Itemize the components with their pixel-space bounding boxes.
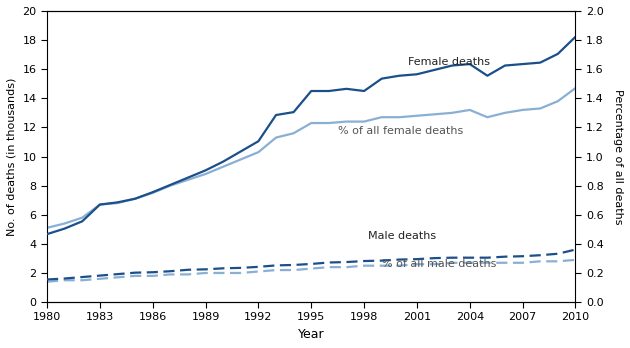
- Y-axis label: No. of deaths (in thousands): No. of deaths (in thousands): [7, 77, 17, 236]
- Text: % of all male deaths: % of all male deaths: [382, 259, 496, 269]
- X-axis label: Year: Year: [298, 328, 324, 341]
- Text: Female deaths: Female deaths: [408, 57, 490, 67]
- Y-axis label: Percentage of all deaths: Percentage of all deaths: [613, 89, 623, 224]
- Text: Male deaths: Male deaths: [368, 231, 436, 241]
- Text: % of all female deaths: % of all female deaths: [338, 126, 463, 136]
